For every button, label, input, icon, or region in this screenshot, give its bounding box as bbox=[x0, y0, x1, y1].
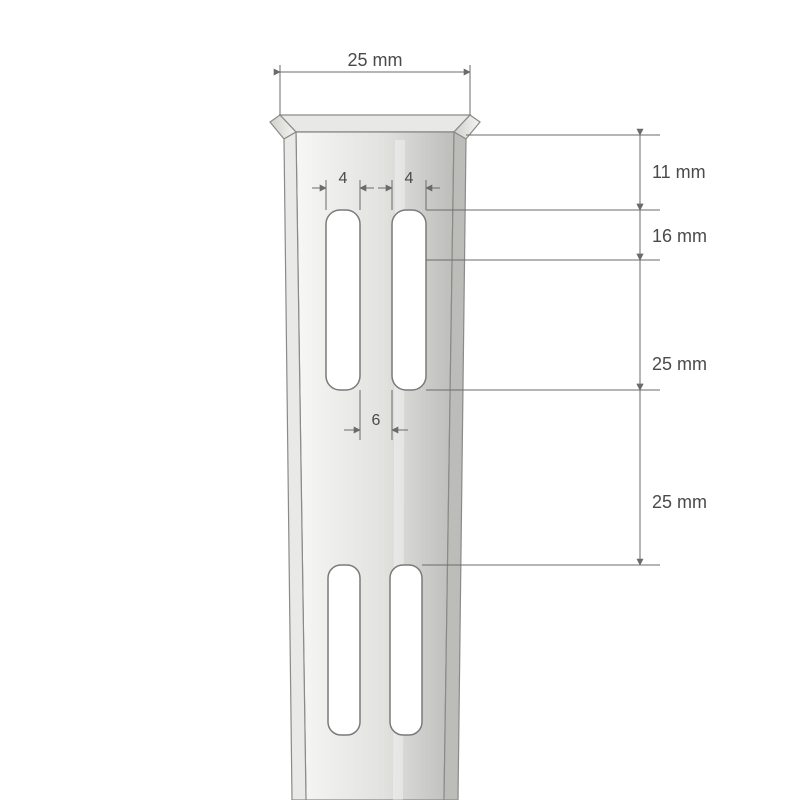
slot-upper-right bbox=[392, 210, 426, 390]
diagram-canvas: 25 mm 4 4 6 bbox=[0, 0, 800, 800]
dim-top-offset-label: 11 mm bbox=[652, 162, 706, 182]
slot-upper-left bbox=[326, 210, 360, 390]
dim-top-width-label: 25 mm bbox=[347, 50, 402, 70]
slot-lower-left bbox=[328, 565, 360, 735]
slot-lower-right bbox=[390, 565, 422, 735]
channel-body bbox=[270, 115, 480, 800]
dim-slot-length-label: 25 mm bbox=[652, 354, 707, 374]
dim-top-width: 25 mm bbox=[280, 50, 470, 115]
dim-16-label: 16 mm bbox=[652, 226, 707, 246]
dim-slot-gap-label: 6 bbox=[372, 412, 381, 429]
dim-slot-width-left-label: 4 bbox=[339, 170, 348, 187]
dim-slot-width-right-label: 4 bbox=[405, 170, 414, 187]
dim-slot-pitch-label: 25 mm bbox=[652, 492, 707, 512]
